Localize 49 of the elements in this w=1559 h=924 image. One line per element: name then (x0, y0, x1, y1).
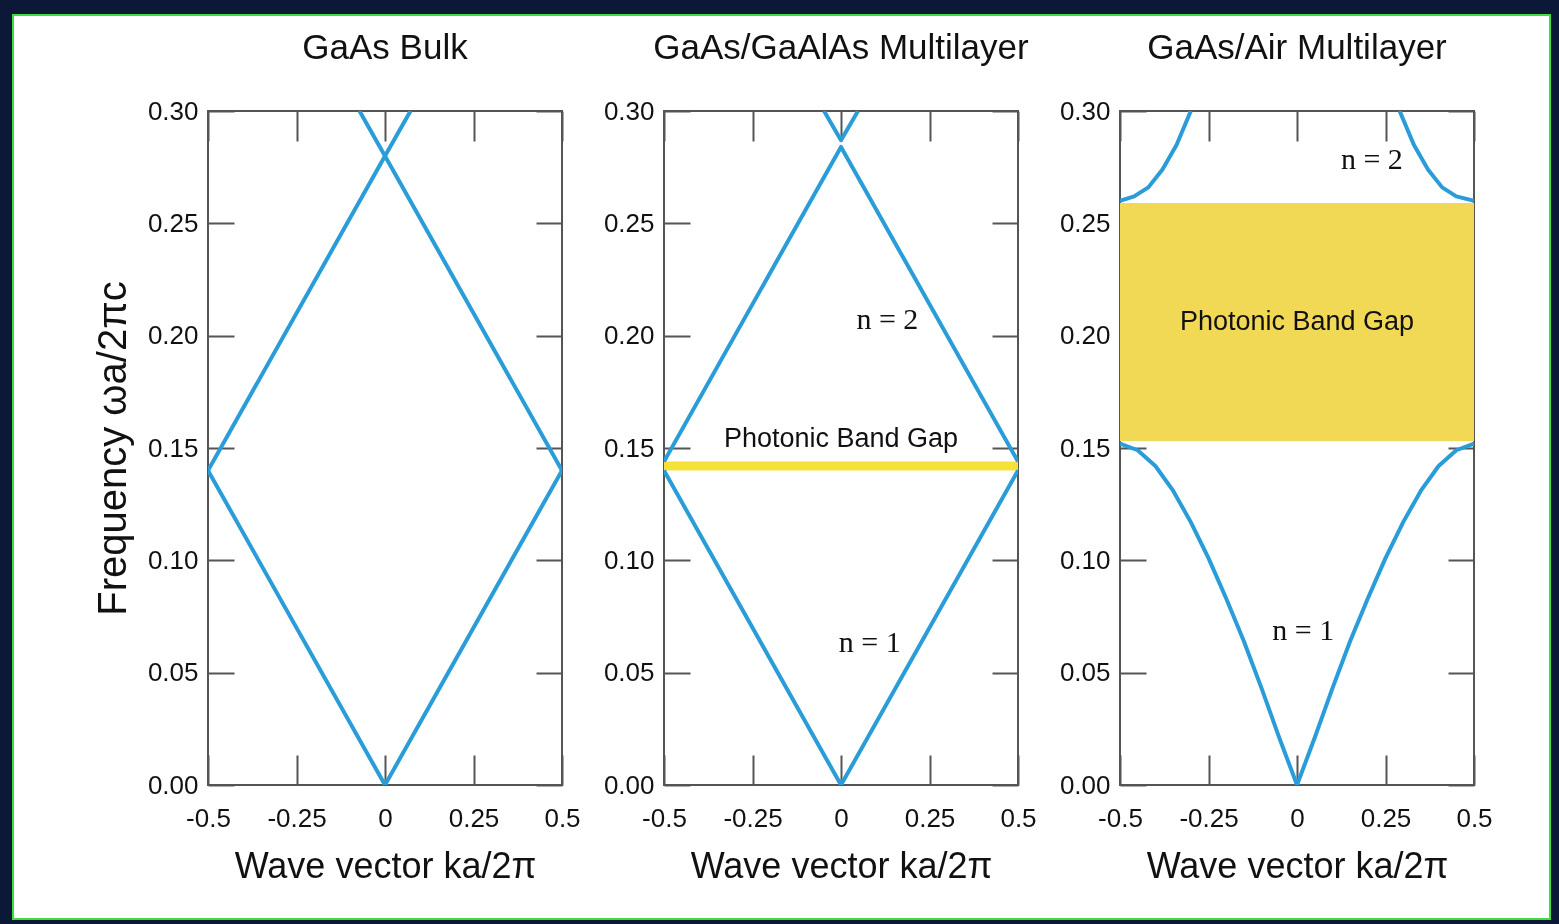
x-tick-label: -0.5 (186, 802, 231, 833)
x-tick-label: 0.5 (1000, 802, 1037, 833)
chart-title: GaAs/Air Multilayer (1147, 27, 1448, 66)
y-tick-label: 0.05 (147, 657, 199, 688)
y-tick-label: 0.25 (1059, 207, 1111, 238)
x-tick-label: 0.25 (1360, 802, 1412, 833)
y-tick-label: 0.10 (603, 544, 655, 575)
y-tick-label: 0.20 (1059, 320, 1111, 351)
band-label: Photonic Band Gap (723, 423, 959, 454)
band-label: Photonic Band Gap (1179, 306, 1415, 337)
x-tick-label: 0.5 (544, 802, 581, 833)
y-tick-label: 0.15 (1059, 432, 1111, 463)
x-tick-label: 0.5 (1456, 802, 1493, 833)
series-label: n = 1 (838, 625, 901, 659)
y-axis-title: Frequency ωa/2πc (89, 281, 134, 616)
y-tick-label: 0.15 (147, 432, 199, 463)
y-tick-label: 0.25 (603, 207, 655, 238)
x-axis-title: Wave vector ka/2π (234, 844, 537, 886)
y-tick-label: 0.30 (1059, 95, 1111, 126)
x-axis-title: Wave vector ka/2π (1146, 844, 1449, 886)
y-tick-label: 0.30 (603, 95, 655, 126)
y-tick-label: 0.10 (1059, 544, 1111, 575)
series-label: n = 1 (1272, 613, 1335, 647)
series-label: n = 2 (1340, 142, 1403, 176)
x-tick-label: 0.25 (904, 802, 956, 833)
y-tick-label: 0.20 (603, 320, 655, 351)
y-tick-label: 0.00 (147, 769, 199, 800)
y-tick-label: 0.05 (1059, 657, 1111, 688)
y-tick-label: 0.10 (147, 544, 199, 575)
x-tick-label: -0.25 (723, 802, 783, 833)
y-tick-label: 0.00 (603, 769, 655, 800)
x-tick-label: -0.25 (267, 802, 327, 833)
y-tick-label: 0.20 (147, 320, 199, 351)
x-tick-label: -0.5 (1098, 802, 1143, 833)
x-tick-label: 0 (834, 802, 849, 833)
x-tick-label: -0.5 (642, 802, 687, 833)
series-label: n = 2 (856, 301, 919, 335)
y-tick-label: 0.00 (1059, 769, 1111, 800)
y-tick-label: 0.30 (147, 95, 199, 126)
y-tick-label: 0.15 (603, 432, 655, 463)
x-tick-label: -0.25 (1179, 802, 1239, 833)
chart-title: GaAs/GaAlAs Multilayer (653, 27, 1030, 66)
y-tick-label: 0.05 (603, 657, 655, 688)
y-tick-label: 0.25 (147, 207, 199, 238)
x-tick-label: 0.25 (448, 802, 500, 833)
x-axis-title: Wave vector ka/2π (690, 844, 993, 886)
x-tick-label: 0 (378, 802, 393, 833)
x-tick-label: 0 (1290, 802, 1305, 833)
chart-title: GaAs Bulk (302, 27, 469, 66)
